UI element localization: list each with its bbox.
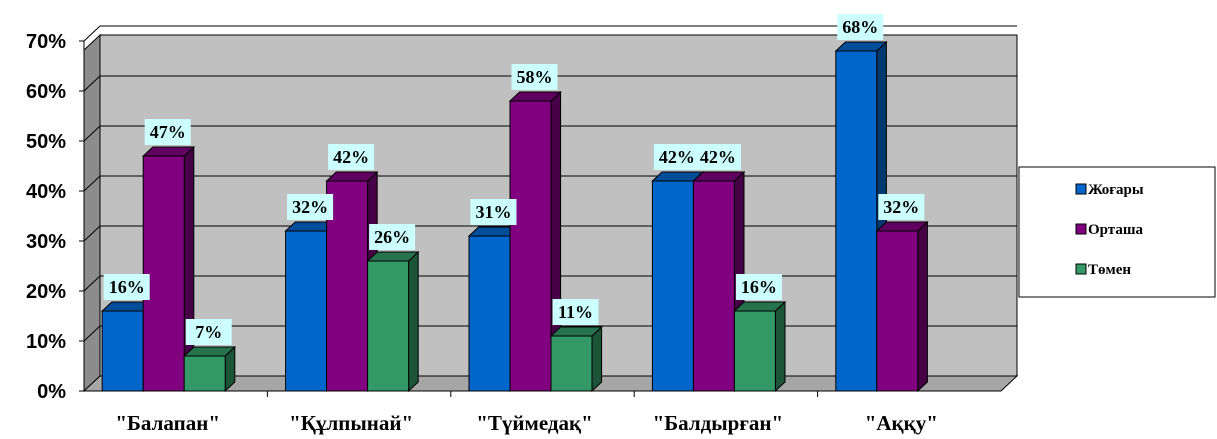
y-tick-label: 40% <box>26 181 66 203</box>
data-label: 42% <box>653 144 700 170</box>
svg-text:31%: 31% <box>476 202 512 222</box>
data-label: 32% <box>287 194 334 220</box>
svg-text:Орташа: Орташа <box>1088 222 1144 238</box>
data-label: 42% <box>694 144 741 170</box>
x-tick-label: "Түймедақ" <box>476 411 593 435</box>
svg-text:58%: 58% <box>517 67 553 87</box>
svg-text:47%: 47% <box>150 122 186 142</box>
svg-text:42%: 42% <box>333 147 369 167</box>
svg-text:11%: 11% <box>558 302 593 322</box>
x-axis: "Балапан" "Құлпынай" "Түймедақ" "Балдырған"… <box>84 390 1001 435</box>
bar <box>692 170 746 393</box>
data-label: 26% <box>369 224 416 250</box>
svg-text:16%: 16% <box>109 277 145 297</box>
data-label: 16% <box>103 274 150 300</box>
bar <box>733 300 787 393</box>
y-tick-label: 20% <box>26 281 66 303</box>
data-label: 42% <box>328 144 375 170</box>
svg-text:42%: 42% <box>659 147 695 167</box>
data-label: 32% <box>878 194 925 220</box>
bar <box>182 345 237 393</box>
legend: Жоғары Орташа Төмен <box>1018 166 1216 298</box>
data-labels: 16%47%7%32%42%26%31%58%11%42% 42%16%68%32… <box>103 14 925 345</box>
legend-box <box>1018 166 1216 298</box>
bar <box>366 250 420 393</box>
y-tick-label: 70% <box>26 31 66 53</box>
bar <box>875 220 929 393</box>
svg-text:32%: 32% <box>292 197 328 217</box>
svg-text:7%: 7% <box>195 322 222 342</box>
svg-text:42%: 42% <box>700 147 736 167</box>
svg-text:26%: 26% <box>374 227 410 247</box>
x-tick-label: "Балапан" <box>115 411 220 435</box>
y-tick-label: 30% <box>26 231 66 253</box>
data-label: 7% <box>185 319 232 345</box>
data-label: 16% <box>735 274 782 300</box>
data-label: 11% <box>552 299 599 325</box>
x-tick-label: "Құлпынай" <box>289 411 413 435</box>
x-tick-label: "Балдырған" <box>653 411 784 435</box>
svg-text:Төмен: Төмен <box>1088 262 1131 278</box>
legend-entry: Жоғары <box>1075 182 1144 198</box>
y-tick-label: 60% <box>26 81 66 103</box>
data-label: 68% <box>837 14 884 40</box>
y-tick-label: 10% <box>26 331 66 353</box>
legend-entry: Орташа <box>1075 222 1144 238</box>
y-tick-label: 50% <box>26 131 66 153</box>
x-tick-label: "Аққу" <box>865 411 938 435</box>
bars <box>100 40 929 393</box>
data-label: 31% <box>470 199 517 225</box>
y-tick-label: 0% <box>37 381 66 403</box>
legend-entry: Төмен <box>1075 262 1131 278</box>
data-label: 47% <box>144 119 191 145</box>
data-label: 58% <box>511 64 558 90</box>
svg-text:68%: 68% <box>842 17 878 37</box>
svg-text:16%: 16% <box>741 277 777 297</box>
y-axis: 0% 10% 20% 30% 40% 50% 60% 70% <box>26 31 85 403</box>
bar <box>141 145 196 393</box>
svg-text:32%: 32% <box>883 197 919 217</box>
bar <box>549 325 603 393</box>
svg-text:Жоғары: Жоғары <box>1088 182 1144 198</box>
